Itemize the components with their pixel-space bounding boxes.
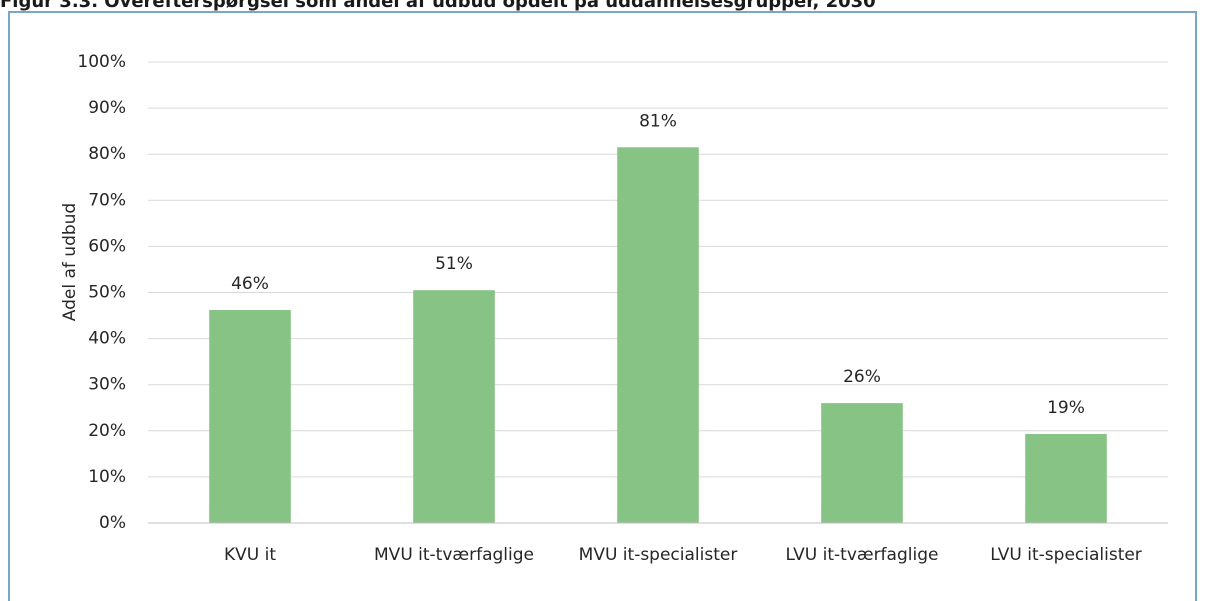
bar	[821, 403, 903, 523]
y-axis-label: Adel af udbud	[60, 203, 80, 321]
frame	[8, 11, 1197, 601]
x-tick-label: MVU it-specialister	[579, 545, 738, 565]
y-tick-label: 20%	[88, 421, 126, 441]
y-tick-label: 60%	[88, 236, 126, 256]
x-tick-label: MVU it-tværfaglige	[374, 545, 534, 565]
bar	[1025, 434, 1107, 523]
y-tick-label: 80%	[88, 144, 126, 164]
y-tick-label: 10%	[88, 467, 126, 487]
data-label: 51%	[435, 254, 473, 274]
y-tick-label: 90%	[88, 98, 126, 118]
y-tick-label: 50%	[88, 283, 126, 303]
y-tick-label: 30%	[88, 375, 126, 395]
x-tick-label: LVU it-tværfaglige	[786, 545, 939, 565]
data-label: 81%	[639, 111, 677, 131]
x-tick-label: LVU it-specialister	[990, 545, 1142, 565]
bar	[209, 310, 291, 523]
y-tick-label: 70%	[88, 190, 126, 210]
y-tick-label: 0%	[99, 513, 126, 533]
y-tick-label: 100%	[77, 52, 126, 72]
bar	[413, 290, 495, 523]
y-tick-label: 40%	[88, 329, 126, 349]
bar	[617, 147, 699, 523]
data-label: 46%	[231, 274, 269, 294]
x-tick-label: KVU it	[224, 545, 276, 565]
data-label: 26%	[843, 367, 881, 387]
chart-title: Figur 3.3. Overefterspørgsel som andel a…	[0, 0, 876, 12]
data-label: 19%	[1047, 398, 1085, 418]
